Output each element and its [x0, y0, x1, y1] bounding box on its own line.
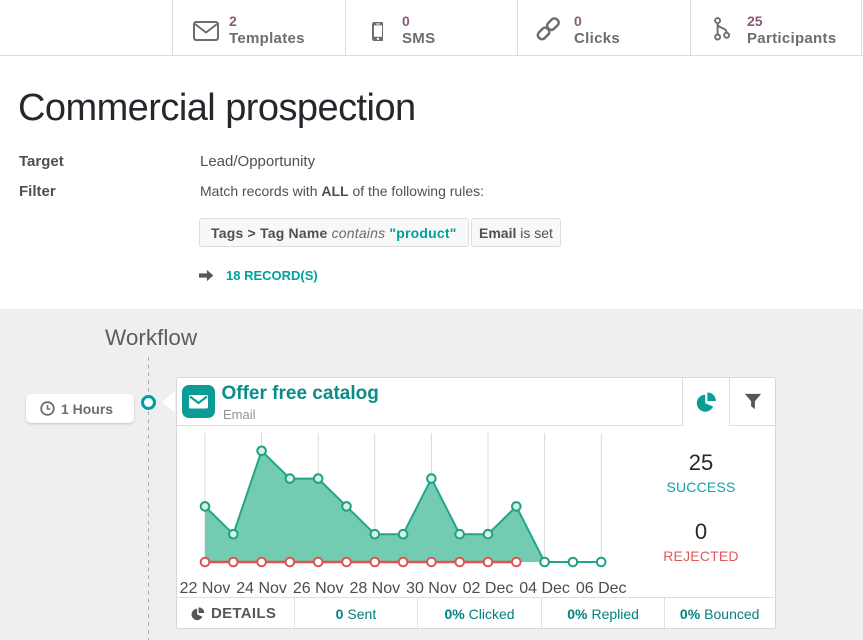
svg-text:24 Nov: 24 Nov: [236, 580, 287, 597]
svg-text:02 Dec: 02 Dec: [463, 580, 514, 597]
svg-text:22 Nov: 22 Nov: [180, 580, 231, 597]
svg-text:28 Nov: 28 Nov: [349, 580, 400, 597]
svg-text:26 Nov: 26 Nov: [293, 580, 344, 597]
svg-text:30 Nov: 30 Nov: [406, 580, 457, 597]
svg-text:04 Dec: 04 Dec: [519, 580, 570, 597]
svg-text:06 Dec: 06 Dec: [576, 580, 627, 597]
